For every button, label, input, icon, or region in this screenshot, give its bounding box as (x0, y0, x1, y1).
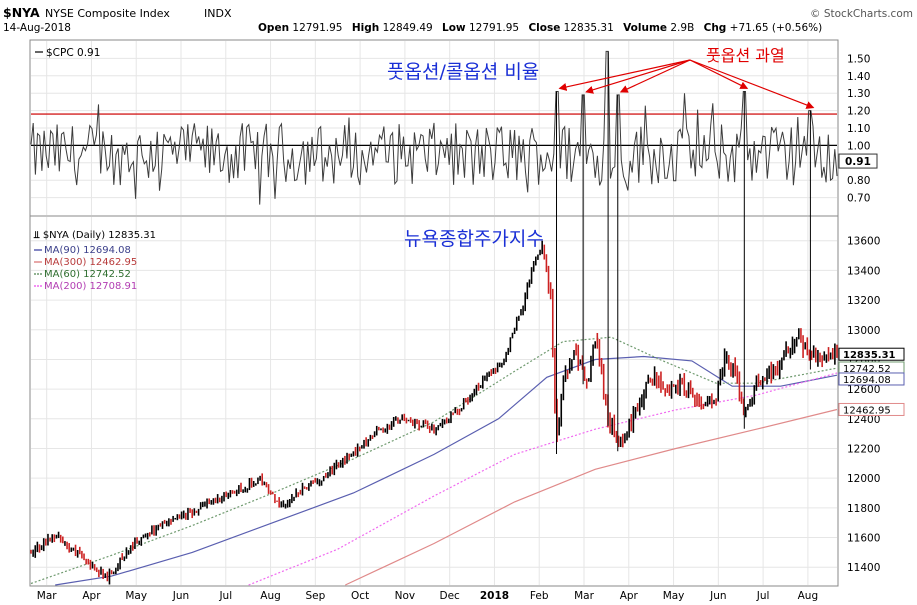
bars-icon: ⫫ (34, 230, 41, 241)
x-axis: Mar Apr May Jun Jul Aug Sep Oct Nov Dec 2018 Feb Mar… (37, 590, 818, 602)
chart-date: 14-Aug-2018 (3, 22, 71, 34)
ma60-value-box-label: 12742.52 (843, 364, 891, 375)
cpc-last-value-box (838, 153, 878, 169)
x-tick-label: Nov (395, 590, 416, 602)
price-grid (31, 217, 837, 585)
overheat-annotation: 풋옵션 과열 (706, 46, 785, 65)
price-y-tick-label: 12000 (847, 473, 880, 485)
x-tick-label: 2018 (480, 590, 509, 602)
x-tick-label: Dec (440, 590, 461, 602)
cpc-series (30, 50, 838, 205)
overheat-arrow (619, 59, 691, 93)
ma90-value-box-label: 12694.08 (843, 375, 891, 386)
price-y-axis: 1140011600118001200012200124001260012800… (838, 236, 905, 574)
overheat-arrow (585, 59, 691, 94)
last-close-box (838, 347, 905, 361)
chart-header: $NYA NYSE Composite Index INDX 14-Aug-20… (3, 5, 913, 34)
x-tick-label: Mar (37, 590, 57, 602)
price-y-tick-label: 13000 (847, 325, 880, 337)
ma300-value-box (838, 402, 905, 416)
ma300-line (345, 408, 838, 586)
cpc-y-tick-label: 1.10 (847, 123, 870, 135)
x-tick-label: Oct (351, 590, 369, 602)
price-legend-label: ⫫ $NYA (Daily) 12835.31 (34, 230, 156, 241)
ma300-legend-label: MA(300) 12462.95 (44, 257, 137, 268)
moving-averages (30, 336, 838, 586)
x-tick-label: Mar (574, 590, 594, 602)
brand: © StockCharts.com (810, 8, 913, 20)
x-tick-label: Jun (709, 590, 726, 602)
price-y-tick-label: 11600 (847, 533, 880, 545)
cpc-y-tick-label: 1.40 (847, 71, 870, 83)
price-y-tick-label: 12200 (847, 443, 880, 455)
x-tick-label: Jul (218, 590, 232, 602)
price-panel-frame (29, 215, 839, 587)
price-y-tick-label: 13200 (847, 295, 880, 307)
x-tick-label: Sep (305, 590, 325, 602)
ratio-title-annotation: 풋옵션/콜옵션 비율 (387, 61, 539, 83)
spike-connectors (556, 51, 811, 455)
price-y-tick-label: 11400 (847, 562, 880, 574)
x-tick-label: Jun (172, 590, 189, 602)
x-tick-label: Aug (260, 590, 281, 602)
cpc-y-tick-label: 0.80 (847, 175, 870, 187)
price-y-tick-label: 12400 (847, 414, 880, 426)
ma60-line (30, 336, 838, 585)
x-tick-label: May (125, 590, 147, 602)
exchange: INDX (204, 7, 232, 20)
ma300-value-box-label: 12462.95 (843, 405, 891, 416)
ohlc-readout: Open 12791.95 High 12849.49 Low 12791.95… (258, 22, 822, 34)
price-y-tick-label: 13600 (847, 236, 880, 248)
cpc-y-tick-label: 1.50 (847, 53, 870, 65)
price-legend: ⫫ $NYA (Daily) 12835.31 MA(90) 12694.08 … (34, 230, 156, 292)
last-close-box-label: 12835.31 (843, 350, 896, 361)
x-tick-label: Apr (82, 590, 101, 602)
x-tick-label: Aug (798, 590, 819, 602)
cpc-last-value: 0.91 (845, 156, 871, 168)
x-tick-label: Feb (530, 590, 549, 602)
cpc-y-tick-label: 1.00 (847, 140, 870, 152)
x-tick-label: May (663, 590, 685, 602)
x-tick-label: Apr (620, 590, 639, 602)
ma90-legend-label: MA(90) 12694.08 (44, 245, 131, 256)
ma90-line (55, 355, 838, 586)
overheat-arrow (689, 59, 749, 89)
cpc-legend-label: $CPC 0.91 (46, 47, 100, 59)
x-tick-label: Jul (756, 590, 770, 602)
index-name: NYSE Composite Index (45, 7, 170, 20)
price-y-tick-label: 12600 (847, 384, 880, 396)
cpc-y-tick-label: 1.30 (847, 88, 870, 100)
price-y-tick-label: 11800 (847, 503, 880, 515)
ma200-legend-label: MA(200) 12708.91 (44, 281, 137, 292)
symbol: $NYA (3, 5, 40, 20)
cpc-y-tick-label: 0.70 (847, 193, 870, 205)
cpc-y-axis: 0.700.800.901.001.101.201.301.401.500.91 (838, 53, 878, 205)
index-title-annotation: 뉴욕종합주가지수 (404, 228, 544, 250)
cpc-y-tick-label: 1.20 (847, 106, 870, 118)
ma200-line (248, 372, 838, 586)
overheat-arrows (558, 59, 815, 109)
price-bars (30, 240, 838, 585)
price-y-tick-label: 13400 (847, 265, 880, 277)
ma90-value-box (838, 372, 905, 386)
overheat-arrow (558, 59, 691, 91)
cpc-line (30, 50, 838, 205)
ma60-legend-label: MA(60) 12742.52 (44, 269, 131, 280)
overheat-arrow (689, 59, 815, 109)
cpc-legend: $CPC 0.91 (35, 47, 100, 59)
